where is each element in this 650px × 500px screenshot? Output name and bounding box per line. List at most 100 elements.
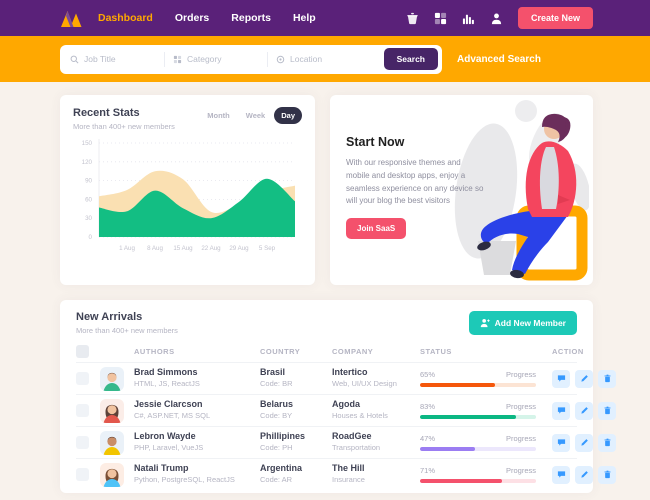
edit-action-button[interactable] (575, 433, 593, 452)
category-input[interactable] (187, 54, 259, 64)
svg-text:90: 90 (85, 178, 92, 185)
avatar (100, 366, 124, 391)
search-bar: Search (60, 44, 442, 74)
progress-label: Progress (505, 466, 536, 475)
tab-day[interactable]: Day (274, 107, 302, 124)
row-checkbox[interactable] (76, 468, 89, 481)
author-name[interactable]: Natali Trump (134, 463, 189, 474)
arrivals-subtitle: More than 400+ new members (76, 326, 178, 335)
table-row: Brad Simmons HTML, JS, ReactJS Brasil Co… (76, 362, 616, 394)
nav-item-dashboard[interactable]: Dashboard (98, 12, 153, 24)
user-icon[interactable] (490, 12, 503, 25)
country-name: Brasil (260, 367, 286, 378)
tab-week[interactable]: Week (245, 111, 266, 120)
progress-percent: 71% (420, 466, 436, 475)
job-title-input[interactable] (84, 54, 156, 64)
progress-label: Progress (505, 370, 536, 379)
row-actions (552, 433, 616, 452)
delete-action-button[interactable] (598, 465, 616, 484)
stats-subtitle: More than 400+ new members (73, 122, 175, 131)
chat-action-button[interactable] (552, 369, 570, 388)
add-user-icon (480, 319, 490, 328)
svg-text:1 Aug: 1 Aug (119, 245, 135, 252)
search-icon (70, 55, 79, 63)
company-industry: Houses & Hotels (332, 411, 388, 421)
company-industry: Insurance (332, 475, 365, 485)
edit-action-button[interactable] (575, 401, 593, 420)
progress-fill (420, 415, 517, 419)
select-all-checkbox[interactable] (76, 344, 89, 358)
chat-action-button[interactable] (552, 433, 570, 452)
chat-action-button[interactable] (552, 401, 570, 420)
author-name[interactable]: Lebron Wayde (134, 431, 196, 442)
edit-pencil-icon (580, 439, 588, 446)
nav-item-orders[interactable]: Orders (174, 12, 210, 24)
author-name[interactable]: Brad Simmons (134, 367, 198, 378)
nav-item-help[interactable]: Help (292, 12, 316, 24)
svg-text:22 Aug: 22 Aug (201, 245, 221, 252)
table-row: Lebron Wayde PHP, Laravel, VueJS Phillip… (76, 426, 616, 458)
status-cell: 65% Progress (420, 370, 552, 387)
grid-icon[interactable] (434, 12, 447, 25)
avatar (100, 430, 124, 455)
trash-icon (603, 438, 611, 447)
category-field (173, 54, 259, 64)
topbar-icon-group (406, 12, 503, 25)
field-divider (164, 51, 165, 67)
country-name: Argentina (260, 463, 303, 474)
delete-action-button[interactable] (598, 369, 616, 388)
main-nav: Dashboard Orders Reports Help (98, 12, 316, 24)
edit-action-button[interactable] (575, 369, 593, 388)
progress-percent: 47% (420, 434, 436, 443)
create-new-button[interactable]: Create New (517, 7, 593, 29)
row-checkbox[interactable] (76, 372, 89, 385)
location-field (276, 54, 362, 64)
bar-chart-icon[interactable] (462, 12, 475, 25)
country-name: Belarus (260, 399, 294, 410)
status-cell: 47% Progress (420, 434, 552, 451)
advanced-search-link[interactable]: Advanced Search (457, 53, 541, 65)
basket-icon[interactable] (406, 12, 419, 25)
add-new-member-button[interactable]: Add New Member (468, 311, 577, 335)
progress-percent: 83% (420, 402, 436, 411)
edit-action-button[interactable] (575, 465, 593, 484)
avatar (100, 462, 124, 487)
area-chart: 0 30 60 90 120 150 1 Aug 8 Aug 15 Aug 22 Aug 29 Au… (82, 139, 295, 252)
svg-text:29 Aug: 29 Aug (229, 245, 249, 252)
svg-text:0: 0 (89, 234, 93, 241)
sitting-person-illustration (454, 100, 589, 281)
delete-action-button[interactable] (598, 401, 616, 420)
progress-fill (420, 383, 496, 387)
author-name[interactable]: Jessie Clarcson (134, 399, 203, 410)
trash-icon (603, 374, 611, 383)
chat-action-button[interactable] (552, 465, 570, 484)
chat-icon (557, 439, 565, 446)
brand-logo-icon[interactable] (60, 10, 84, 27)
chat-icon (557, 407, 565, 414)
edit-pencil-icon (580, 471, 588, 478)
join-saas-button[interactable]: Join SaaS (346, 218, 407, 240)
row-checkbox[interactable] (76, 436, 89, 449)
col-country: COUNTRY (260, 346, 301, 356)
company-name: RoadGee (332, 431, 372, 442)
progress-label: Progress (505, 402, 536, 411)
row-checkbox[interactable] (76, 404, 89, 417)
stats-title: Recent Stats (73, 107, 140, 119)
edit-pencil-icon (580, 375, 588, 382)
col-status: STATUS (420, 346, 452, 356)
author-skills: C#, ASP.NET, MS SQL (134, 411, 211, 421)
table-row: Jessie Clarcson C#, ASP.NET, MS SQL Bela… (76, 394, 616, 426)
col-company: COMPANY (332, 346, 374, 356)
nav-item-reports[interactable]: Reports (231, 12, 271, 24)
company-name: The Hill (332, 463, 365, 474)
delete-action-button[interactable] (598, 433, 616, 452)
chat-icon (557, 471, 565, 478)
location-input[interactable] (290, 54, 362, 64)
new-arrivals-card: New Arrivals More than 400+ new members … (60, 300, 616, 493)
search-button[interactable]: Search (383, 48, 438, 70)
tab-month[interactable]: Month (207, 111, 230, 120)
status-cell: 83% Progress (420, 402, 552, 419)
row-actions (552, 401, 616, 420)
progress-track (420, 415, 536, 419)
